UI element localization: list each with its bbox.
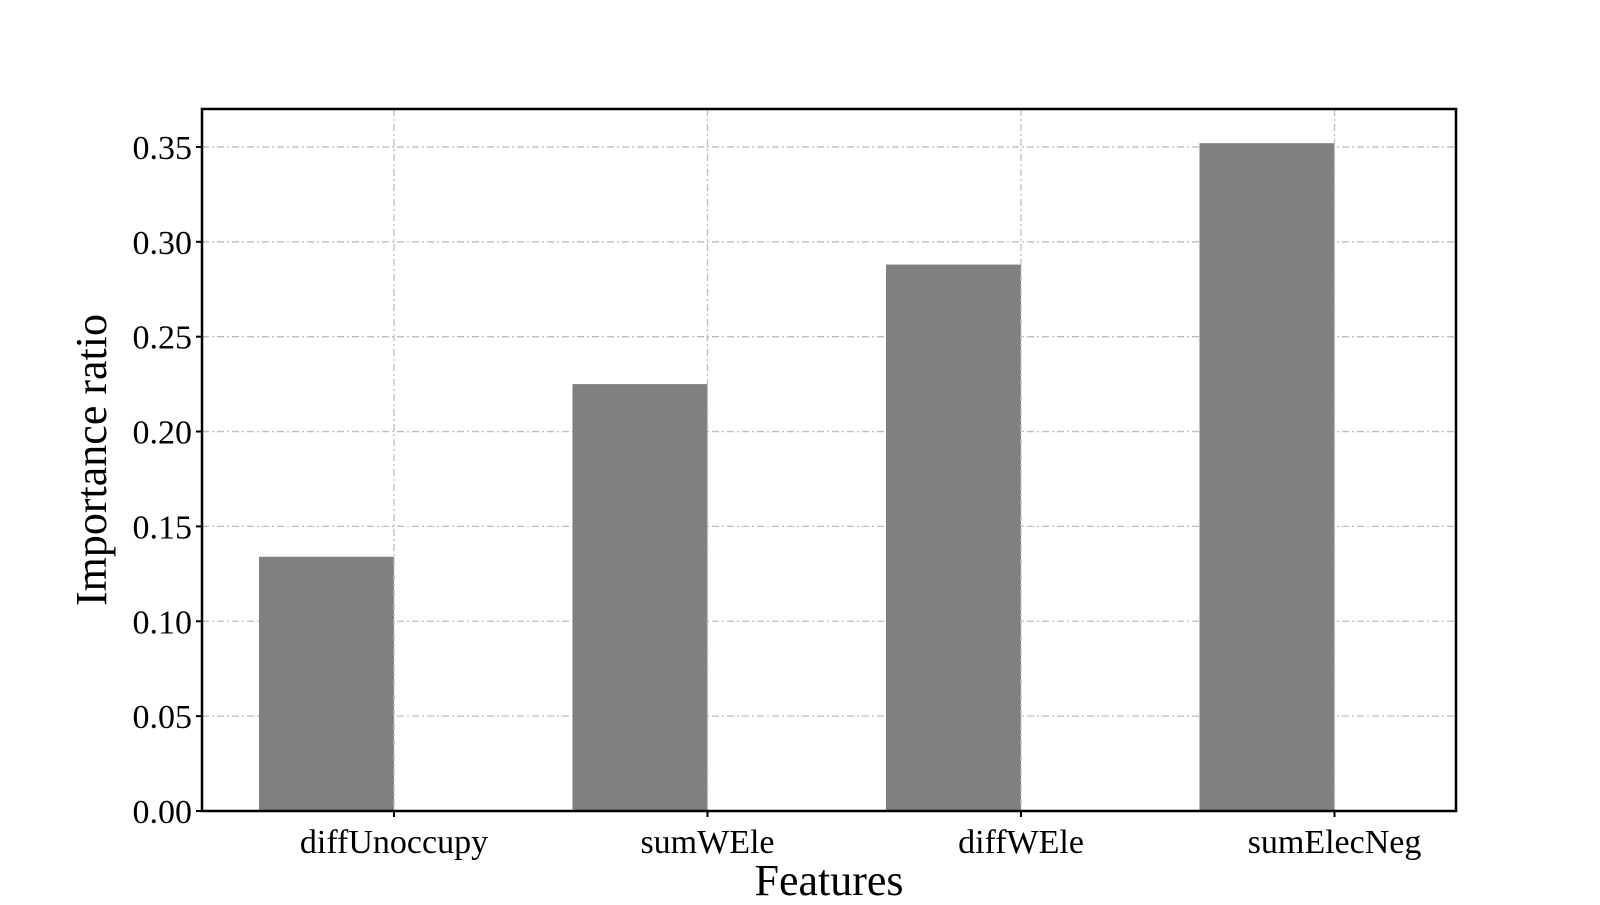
y-axis-title: Importance ratio	[67, 314, 116, 606]
bar-sumElecNeg	[1199, 143, 1335, 811]
y-tick-label: 0.15	[133, 509, 193, 546]
y-tick-label: 0.35	[133, 130, 193, 167]
y-tick-label: 0.25	[133, 320, 193, 357]
x-axis-title: Features	[754, 856, 903, 900]
x-axis-ticks: diffUnoccupy sumWEle diffWEle sumElecNeg	[300, 811, 1421, 861]
plot-frame	[200, 107, 1458, 813]
y-tick-label: 0.30	[133, 225, 193, 262]
y-axis-ticks: 0.00 0.05 0.10 0.15 0.20 0.25 0.30 0.35	[133, 130, 202, 831]
y-tick-label: 0.20	[133, 415, 193, 452]
bars-layer	[259, 143, 1335, 811]
bar-sumWEle	[572, 384, 708, 811]
x-tick-label: sumElecNeg	[1248, 824, 1422, 861]
y-tick-label: 0.10	[133, 604, 193, 641]
bar-diffUnoccupy	[259, 556, 394, 811]
y-tick-label: 0.00	[133, 794, 193, 831]
bar-diffWEle	[886, 264, 1021, 811]
vertical-grid-layer	[393, 109, 1336, 811]
y-tick-label: 0.05	[133, 699, 193, 736]
x-tick-label: diffWEle	[958, 824, 1084, 861]
x-tick-label: diffUnoccupy	[300, 824, 488, 861]
x-tick-label: sumWEle	[640, 824, 774, 861]
